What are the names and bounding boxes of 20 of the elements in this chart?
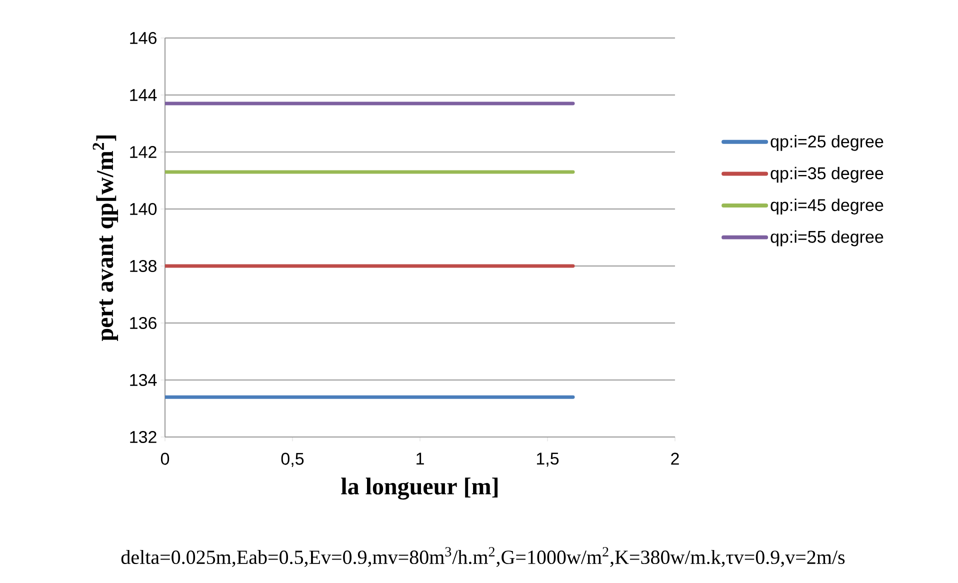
x-tick-label: 2 [671,452,679,465]
x-tick-label: 0 [160,452,170,465]
legend-label: qp:i=25 degree [770,135,884,151]
y-tick-label: 142 [130,146,156,158]
y-tick-label: 144 [130,89,157,101]
legend-label: qp:i=45 degree [770,198,884,214]
x-tick-label: 0,5 [281,452,304,467]
legend-label: qp:i=35 degree [770,166,884,183]
legend-label: qp:i=55 degree [770,230,884,246]
y-axis-title: pert avant qp[w/m$^{2}$] [92,135,118,341]
y-tick-label: 134 [130,374,157,386]
x-tick-label: 1,5 [536,452,559,467]
y-tick-label: 140 [130,202,157,216]
text: delta=0.025m,Eab=0.5,Ev=0.9,mv=80m$^{3}$/h.m$^{2}$,G=1000w/m$^{2}$,K=380w/m.k,τv=0.9,v=2m/s [121,547,845,567]
x-tick-label: 1 [416,452,424,464]
y-tick-label: 132 [130,430,156,444]
y-tick-label: 146 [130,32,156,44]
x-axis-title: la longueur [m] [341,478,498,500]
y-tick-label: 138 [130,260,156,272]
y-tick-label: 136 [130,316,156,330]
